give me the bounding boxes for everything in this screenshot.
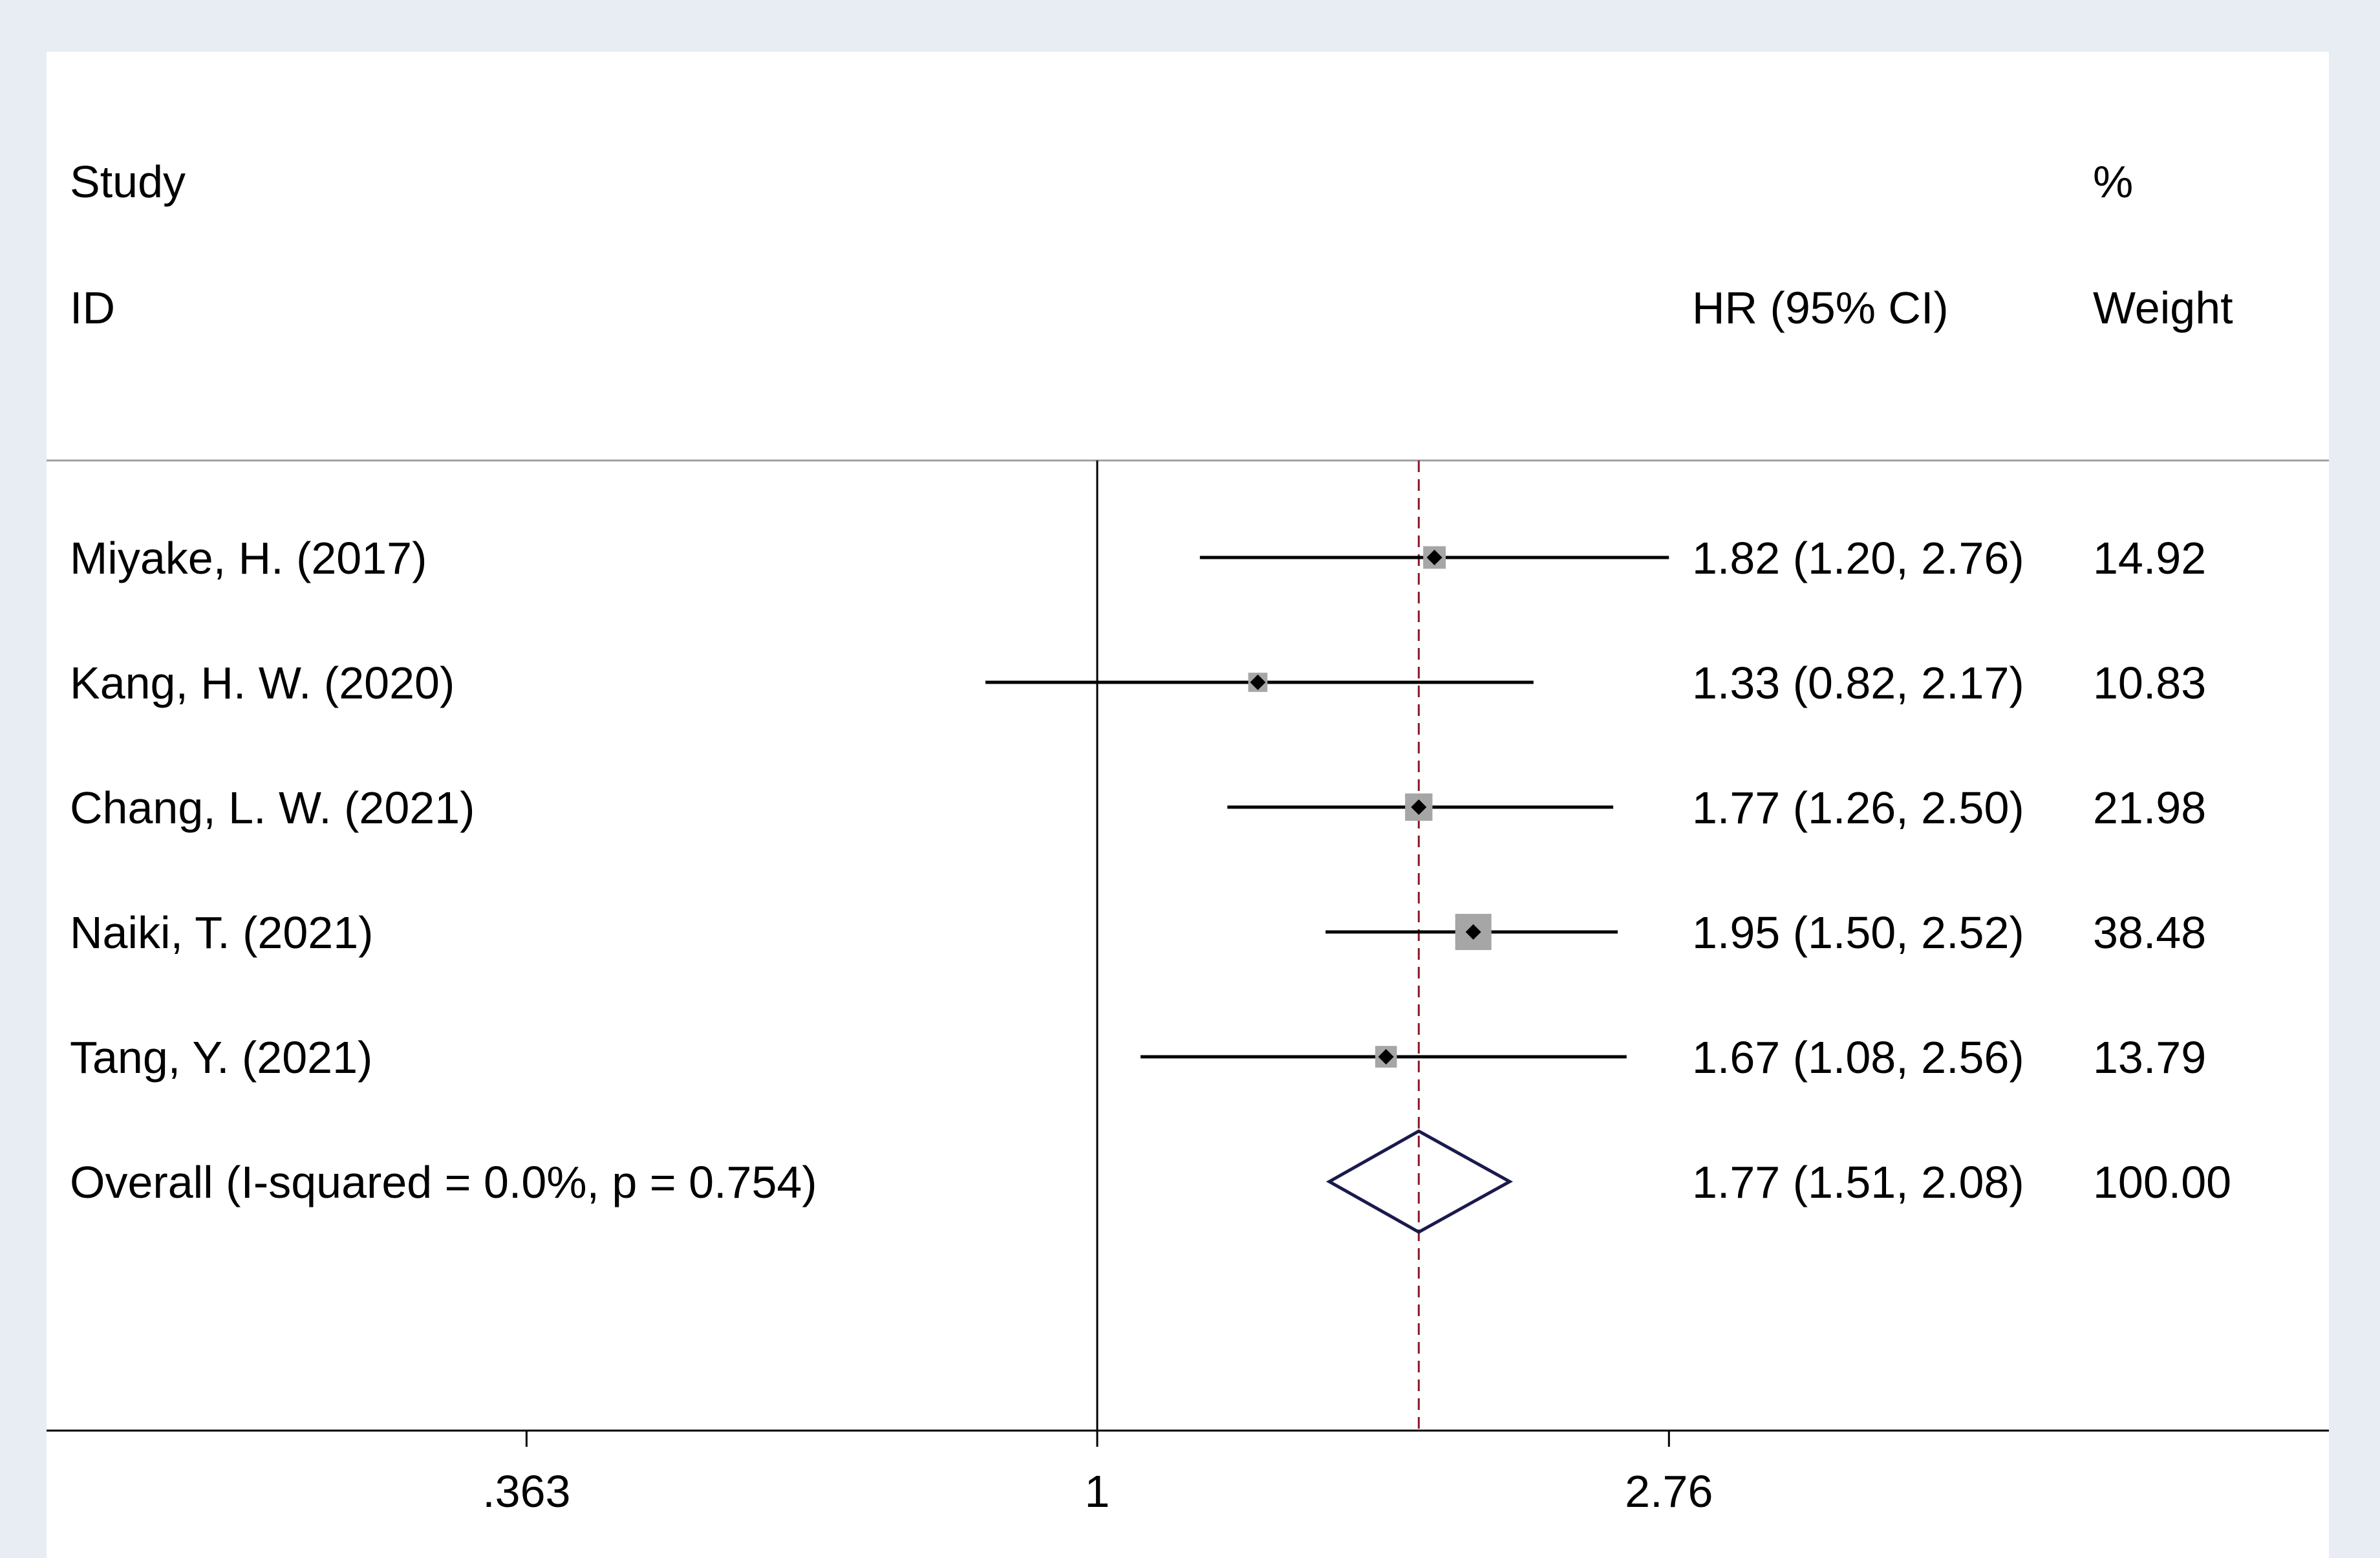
- x-tick-label: 1: [1085, 1466, 1110, 1517]
- header-study-line1: Study: [70, 157, 186, 207]
- point-estimate-marker: [1378, 1049, 1394, 1065]
- point-estimate-marker: [1465, 924, 1481, 940]
- study-id-label: Chang, L. W. (2021): [70, 783, 475, 833]
- weight-label: 10.83: [2093, 658, 2206, 708]
- hr-ci-label: 1.82 (1.20, 2.76): [1692, 533, 2024, 583]
- study-id-label: Kang, H. W. (2020): [70, 658, 455, 708]
- point-estimate-marker: [1426, 550, 1442, 565]
- study-id-label: Miyake, H. (2017): [70, 533, 427, 583]
- study-row: Miyake, H. (2017) 1.82 (1.20, 2.76) 14.92: [70, 533, 2206, 583]
- study-id-label: Naiki, T. (2021): [70, 907, 373, 958]
- overall-diamond: [1325, 1129, 1514, 1234]
- overall-weight-label: 100.00: [2093, 1157, 2231, 1207]
- plot-background: [47, 52, 2329, 1558]
- study-row: Tang, Y. (2021) 1.67 (1.08, 2.56) 13.79: [70, 1032, 2206, 1083]
- header-weight-line1: %: [2093, 157, 2133, 207]
- weight-label: 14.92: [2093, 533, 2206, 583]
- hr-ci-label: 1.77 (1.26, 2.50): [1692, 783, 2024, 833]
- study-id-label: Tang, Y. (2021): [70, 1032, 372, 1083]
- point-estimate-marker: [1250, 675, 1266, 690]
- overall-id-label: Overall (I-squared = 0.0%, p = 0.754): [70, 1157, 817, 1207]
- header-study-line2: ID: [70, 283, 115, 333]
- x-axis-ticks: .363 1 2.76: [482, 1431, 1713, 1517]
- study-row: Kang, H. W. (2020) 1.33 (0.82, 2.17) 10.83: [70, 658, 2206, 708]
- hr-ci-label: 1.33 (0.82, 2.17): [1692, 658, 2024, 708]
- x-tick-label: .363: [482, 1466, 570, 1517]
- x-tick-label: 2.76: [1625, 1466, 1713, 1517]
- point-estimate-marker: [1411, 799, 1427, 815]
- study-row: Naiki, T. (2021) 1.95 (1.50, 2.52) 38.48: [70, 907, 2206, 958]
- header-weight-line2: Weight: [2093, 283, 2233, 333]
- hr-ci-label: 1.95 (1.50, 2.52): [1692, 907, 2024, 958]
- weight-label: 21.98: [2093, 783, 2206, 833]
- study-rows: Miyake, H. (2017) 1.82 (1.20, 2.76) 14.92 K…: [70, 533, 2206, 1083]
- hr-ci-label: 1.67 (1.08, 2.56): [1692, 1032, 2024, 1083]
- header-effect-label: HR (95% CI): [1692, 283, 1949, 333]
- weight-label: 38.48: [2093, 907, 2206, 958]
- overall-row: Overall (I-squared = 0.0%, p = 0.754) 1.7…: [70, 1129, 2231, 1234]
- weight-label: 13.79: [2093, 1032, 2206, 1083]
- overall-hr-ci-label: 1.77 (1.51, 2.08): [1692, 1157, 2024, 1207]
- study-row: Chang, L. W. (2021) 1.77 (1.26, 2.50) 21.9…: [70, 783, 2206, 833]
